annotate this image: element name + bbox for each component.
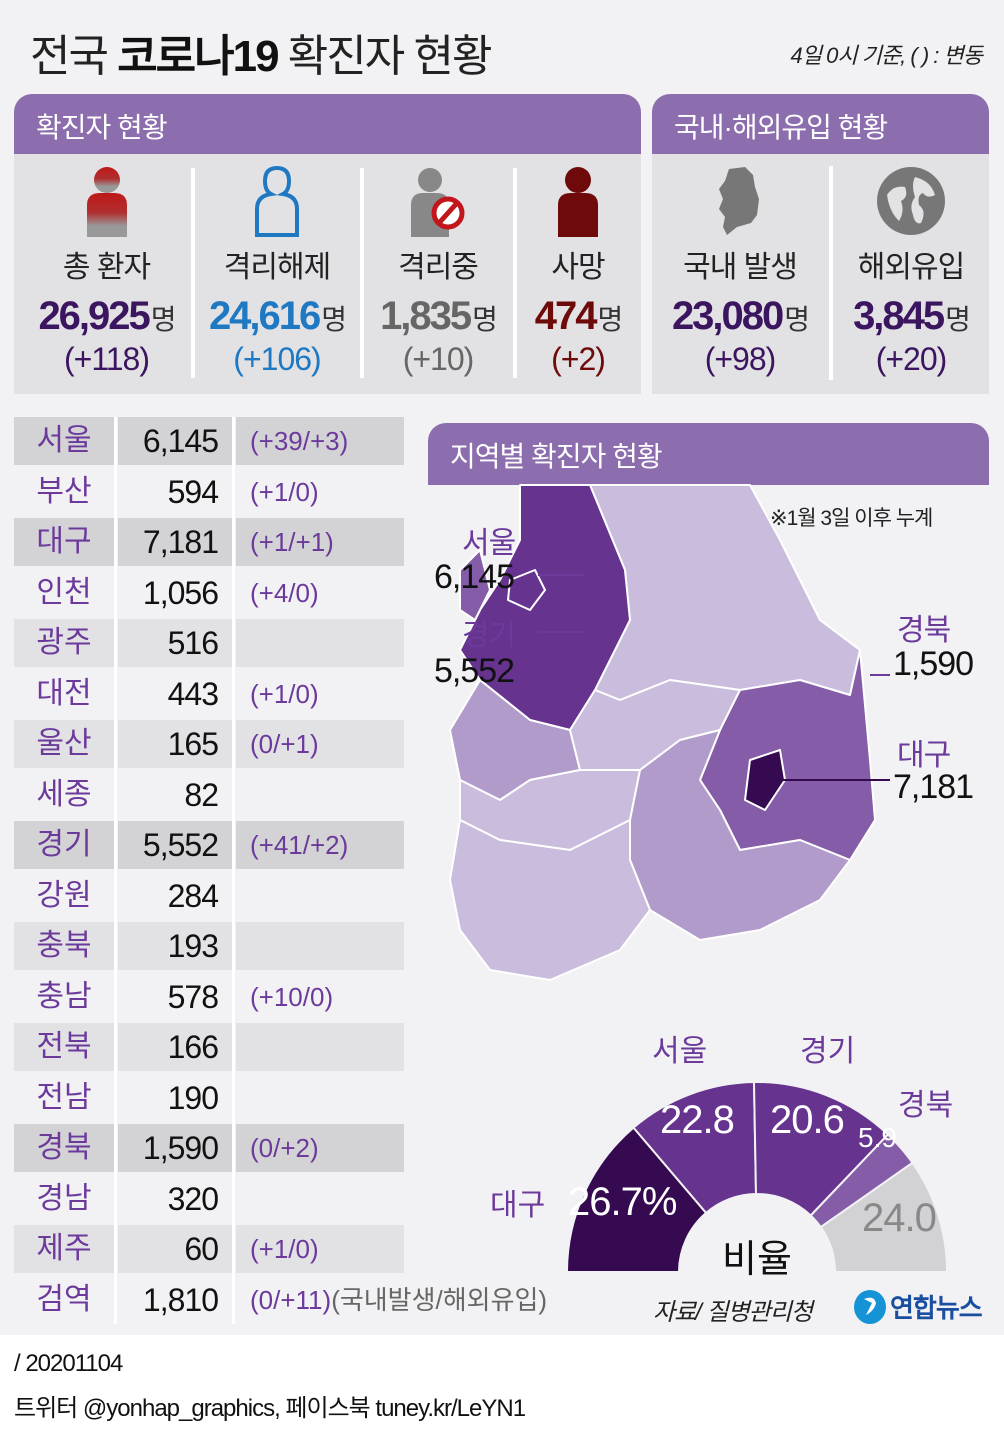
person-outline-icon	[255, 165, 299, 237]
table-row: 대전 443 (+1/0)	[36, 676, 319, 712]
person-dark-red-icon	[558, 167, 598, 237]
origin-panel-title: 국내·해외유입 현황	[652, 94, 989, 154]
person-red-gradient-icon	[86, 167, 127, 237]
social-links: 트위터 @yonhap_graphics, 페이스북 tuney.kr/LeYN…	[14, 1395, 526, 1422]
confirmed-panel-title: 확진자 현황	[14, 94, 641, 154]
source-note: 자료/ 질병관리청	[653, 1299, 813, 1326]
table-row: 강원 284	[36, 878, 219, 914]
date-line: / 20201104	[14, 1350, 123, 1377]
table-row: 광주 516	[14, 619, 404, 667]
table-row: 경남 320	[36, 1181, 219, 1217]
chart-label-seoul: 서울	[652, 1035, 708, 1068]
stat-imported: 해외유입 3,845명 (+20)	[835, 165, 987, 378]
table-row: 세종 82	[36, 777, 219, 813]
chart-value-seoul: 22.8	[660, 1098, 735, 1142]
table-row: 경북 1,590 (0/+2)	[14, 1124, 404, 1172]
yonhap-logo: 연합뉴스	[852, 1288, 983, 1325]
basis-note: 4일 0시 기준, ( ) : 변동	[790, 43, 983, 68]
map-value-daegu: 7,181	[893, 768, 974, 806]
yonhap-logo-icon	[854, 1289, 886, 1324]
stat-domestic: 국내 발생 23,080명 (+98)	[655, 165, 825, 378]
stat-in-isolation: 격리중 1,835명 (+10)	[364, 165, 512, 378]
page-title: 전국 코로나19 확진자 현황	[30, 32, 492, 81]
ratio-donut-chart	[565, 1080, 949, 1273]
korea-region-map	[449, 484, 890, 981]
table-row: 제주 60 (+1/0)	[14, 1225, 404, 1273]
divider	[191, 168, 195, 378]
table-row: 서울 6,145 (+39/+3)	[14, 417, 404, 465]
divider	[513, 168, 517, 378]
map-label-daegu: 대구	[897, 739, 951, 772]
stat-released: 격리해제 24,616명 (+106)	[196, 165, 358, 378]
divider	[829, 166, 833, 380]
table-row: 대구 7,181 (+1/+1)	[14, 518, 404, 566]
chart-value-other: 24.0	[862, 1196, 937, 1240]
table-row: 울산 165 (0/+1)	[14, 720, 404, 768]
map-value-seoul: 6,145	[434, 558, 515, 596]
table-row: 전북 166	[14, 1023, 404, 1071]
stat-deaths: 사망 474명 (+2)	[518, 165, 638, 378]
table-row: 경기 5,552 (+41/+2)	[14, 821, 404, 869]
person-prohibited-icon	[411, 168, 465, 237]
table-row: 충남 578 (+10/0)	[36, 979, 334, 1015]
map-value-gyeonggi: 5,552	[434, 652, 515, 690]
infographic-canvas: 전국 코로나19 확진자 현황 4일 0시 기준, ( ) : 변동 확진자 현…	[0, 0, 1004, 1335]
chart-label-daegu: 대구	[490, 1189, 546, 1222]
table-row: 검역 1,810 (0/+11)(국내발생/해외유입)	[36, 1282, 548, 1318]
chart-label-gyeongbuk: 경북	[898, 1089, 954, 1122]
map-label-seoul: 서울	[462, 527, 516, 560]
map-label-gyeongbuk: 경북	[897, 614, 951, 647]
chart-center-label: 비율	[722, 1239, 792, 1281]
chart-value-gyeongbuk: 5.9	[858, 1122, 897, 1153]
map-value-gyeongbuk: 1,590	[893, 645, 974, 683]
chart-label-gyeonggi: 경기	[800, 1035, 856, 1068]
table-row: 전남 190	[36, 1080, 219, 1116]
divider	[114, 417, 117, 1324]
table-row: 충북 193	[14, 922, 404, 970]
divider	[360, 168, 364, 378]
chart-value-daegu: 26.7%	[568, 1180, 677, 1224]
map-label-gyeonggi: 경기	[462, 619, 516, 652]
table-row: 부산 594 (+1/0)	[36, 474, 319, 510]
map-note: ※1월 3일 이후 누계	[770, 507, 933, 530]
legend-note: (국내발생/해외유입)	[331, 1285, 548, 1315]
chart-value-gyeonggi: 20.6	[770, 1098, 845, 1142]
divider	[232, 417, 235, 1324]
korea-map-icon	[719, 167, 759, 235]
table-row: 인천 1,056 (+4/0)	[36, 575, 319, 611]
map-panel-title: 지역별 확진자 현황	[428, 423, 989, 485]
globe-icon	[877, 167, 945, 235]
stat-total-patients: 총 환자 26,925명 (+118)	[24, 165, 189, 378]
